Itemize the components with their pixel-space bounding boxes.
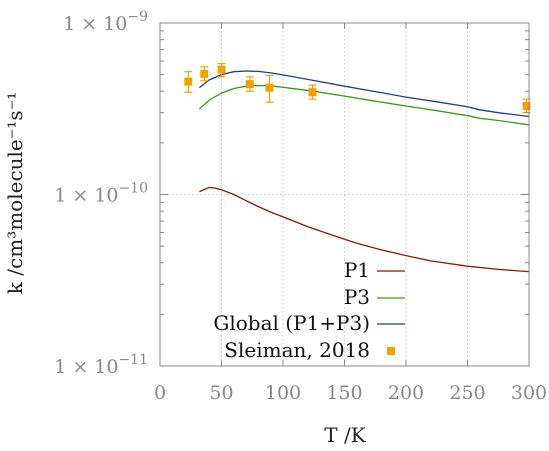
- legend-label: P3: [344, 285, 370, 309]
- data-point: [265, 83, 274, 92]
- y-axis-title: k /cm³molecule⁻¹s⁻¹: [3, 92, 27, 294]
- data-point: [200, 69, 209, 78]
- legend-label: Sleiman, 2018: [224, 338, 370, 362]
- y-tick-label: 1 × 10−9: [63, 9, 148, 35]
- data-point: [184, 77, 193, 86]
- x-axis-title: T /K: [324, 423, 366, 447]
- axis-ticks: 0 50 100 150 200 250 300 1 × 10−11 1 × 10−10 1 × …: [54, 9, 547, 404]
- x-tick-label: 100: [265, 382, 301, 404]
- legend-label: P1: [344, 258, 370, 282]
- x-tick-label: 250: [449, 382, 485, 404]
- series-line-global-p1-p3: [199, 70, 530, 118]
- y-tick-label: 1 × 10−10: [54, 181, 148, 207]
- x-tick-label: 50: [209, 382, 233, 404]
- data-point: [522, 102, 531, 111]
- x-tick-label: 300: [511, 382, 547, 404]
- legend-label: Global (P1+P3): [213, 311, 370, 335]
- x-tick-label: 0: [154, 382, 166, 404]
- data-points: [184, 62, 531, 114]
- y-tick-label: 1 × 10−11: [54, 352, 148, 378]
- series-line-p1: [199, 186, 530, 273]
- x-tick-label: 150: [326, 382, 362, 404]
- x-tick-label: 200: [388, 382, 424, 404]
- legend-point-sample: [387, 347, 395, 355]
- data-point: [245, 80, 254, 89]
- data-point: [217, 65, 226, 74]
- data-point: [308, 88, 317, 97]
- grid-lines: [160, 23, 529, 366]
